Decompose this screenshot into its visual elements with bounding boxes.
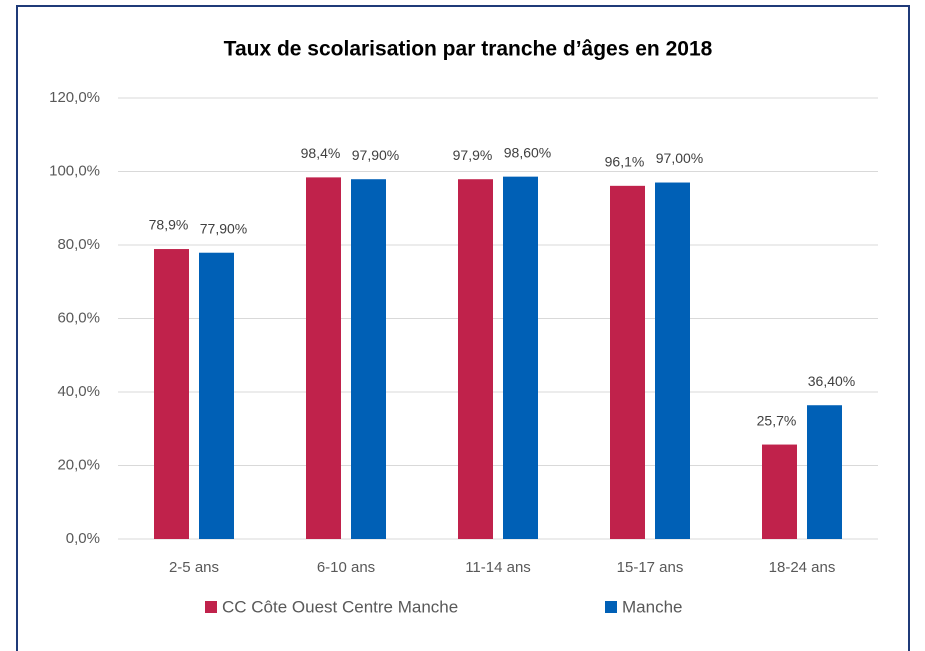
value-label: 97,90% bbox=[352, 147, 399, 163]
x-tick-label: 15-17 ans bbox=[617, 559, 684, 576]
value-label: 25,7% bbox=[757, 412, 797, 428]
bar bbox=[199, 252, 234, 539]
chart-title: Taux de scolarisation par tranche d’âges… bbox=[224, 38, 713, 61]
y-tick-label: 0,0% bbox=[66, 530, 100, 547]
x-tick-label: 6-10 ans bbox=[317, 559, 375, 576]
bar bbox=[154, 249, 189, 540]
value-label: 78,9% bbox=[149, 217, 189, 233]
bar bbox=[458, 179, 493, 539]
legend-label: CC Côte Ouest Centre Manche bbox=[222, 597, 458, 616]
y-tick-label: 100,0% bbox=[49, 162, 100, 179]
value-label: 77,90% bbox=[200, 220, 247, 236]
y-tick-label: 20,0% bbox=[57, 456, 100, 473]
legend-swatch bbox=[205, 601, 217, 613]
legend-swatch bbox=[605, 601, 617, 613]
bar bbox=[306, 177, 341, 539]
y-tick-label: 40,0% bbox=[57, 383, 100, 400]
bar bbox=[351, 179, 386, 539]
bar bbox=[655, 182, 690, 539]
value-label: 98,60% bbox=[504, 144, 551, 160]
bar bbox=[503, 176, 538, 539]
bar bbox=[762, 444, 797, 539]
value-label: 36,40% bbox=[808, 373, 855, 389]
x-tick-label: 18-24 ans bbox=[769, 559, 836, 576]
value-label: 97,00% bbox=[656, 150, 703, 166]
value-label: 96,1% bbox=[605, 154, 645, 170]
legend-label: Manche bbox=[622, 597, 682, 616]
bar bbox=[610, 185, 645, 539]
value-label: 97,9% bbox=[453, 147, 493, 163]
x-tick-label: 2-5 ans bbox=[169, 559, 219, 576]
y-tick-label: 60,0% bbox=[57, 309, 100, 326]
y-tick-label: 120,0% bbox=[49, 89, 100, 106]
y-tick-label: 80,0% bbox=[57, 236, 100, 253]
x-tick-label: 11-14 ans bbox=[465, 559, 531, 576]
bar bbox=[807, 405, 842, 539]
value-label: 98,4% bbox=[301, 145, 341, 161]
